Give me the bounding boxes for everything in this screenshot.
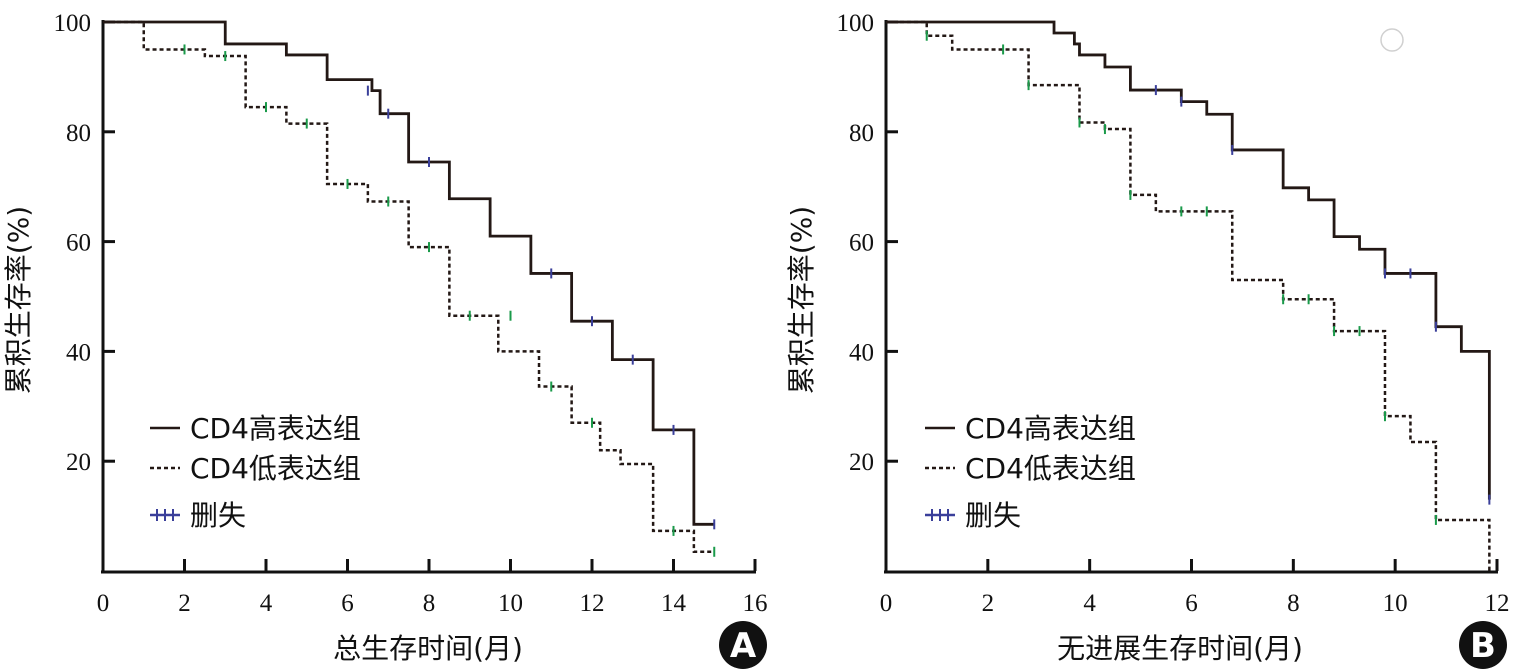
- y-tick-label: 100: [837, 10, 875, 37]
- legend-entry: CD4低表达组: [190, 452, 361, 485]
- x-tick-label: 6: [341, 590, 354, 617]
- legend-entry: CD4高表达组: [190, 412, 361, 445]
- legend-entry: 删失: [190, 499, 246, 532]
- y-axis-label: 累积生存率(%): [2, 206, 35, 394]
- y-tick-label: 40: [849, 339, 874, 366]
- x-tick-label: 4: [1083, 590, 1096, 617]
- y-tick-label: 60: [849, 230, 874, 257]
- y-tick-label: 80: [849, 120, 874, 147]
- x-tick-label: 14: [661, 590, 687, 617]
- x-axis-label: 无进展生存时间(月): [1057, 632, 1303, 665]
- x-tick-label: 8: [423, 590, 436, 617]
- legend-entry: CD4高表达组: [965, 412, 1136, 445]
- panel-b: 0 2 4 6 8 10 12 20 40 60 80 100 无进展生存时间(月) 累积生存率(%) CD…: [785, 10, 1510, 669]
- x-tick-label: 8: [1287, 590, 1300, 617]
- x-tick-label: 4: [260, 590, 273, 617]
- y-tick-label: 80: [66, 120, 91, 147]
- legend-entry: 删失: [965, 499, 1021, 532]
- legend-entry: CD4低表达组: [965, 452, 1136, 485]
- x-axis-label: 总生存时间(月): [333, 632, 523, 665]
- x-tick-label: 0: [97, 590, 110, 617]
- x-tick-label: 12: [1485, 590, 1510, 617]
- panel-badge-label: B: [1470, 626, 1496, 666]
- y-tick-label: 100: [54, 10, 92, 37]
- y-axis-label: 累积生存率(%): [785, 206, 818, 394]
- x-tick-label: 10: [1383, 590, 1408, 617]
- y-tick-label: 20: [849, 449, 874, 476]
- panel-badge-label: A: [730, 626, 757, 666]
- x-tick-label: 10: [498, 590, 523, 617]
- y-tick-label: 60: [66, 230, 91, 257]
- x-tick-label: 0: [880, 590, 893, 617]
- watermark-logo-icon: [1380, 28, 1404, 52]
- x-tick-label: 2: [178, 590, 191, 617]
- y-tick-label: 20: [66, 449, 91, 476]
- series-low-line: [103, 20, 715, 554]
- panel-a: 0 2 4 6 8 10 12 14 16 20 40 60 80 100 总生存时间(月) 累积生存率(%)…: [2, 10, 768, 669]
- panel-badge: [1459, 621, 1507, 669]
- series-high-line: [103, 20, 715, 526]
- x-tick-label: 6: [1185, 590, 1198, 617]
- x-tick-label: 16: [743, 590, 768, 617]
- x-tick-label: 12: [580, 590, 605, 617]
- series-low-line: [886, 20, 1491, 571]
- panel-badge: [719, 621, 767, 669]
- x-tick-label: 2: [982, 590, 995, 617]
- y-tick-label: 40: [66, 339, 91, 366]
